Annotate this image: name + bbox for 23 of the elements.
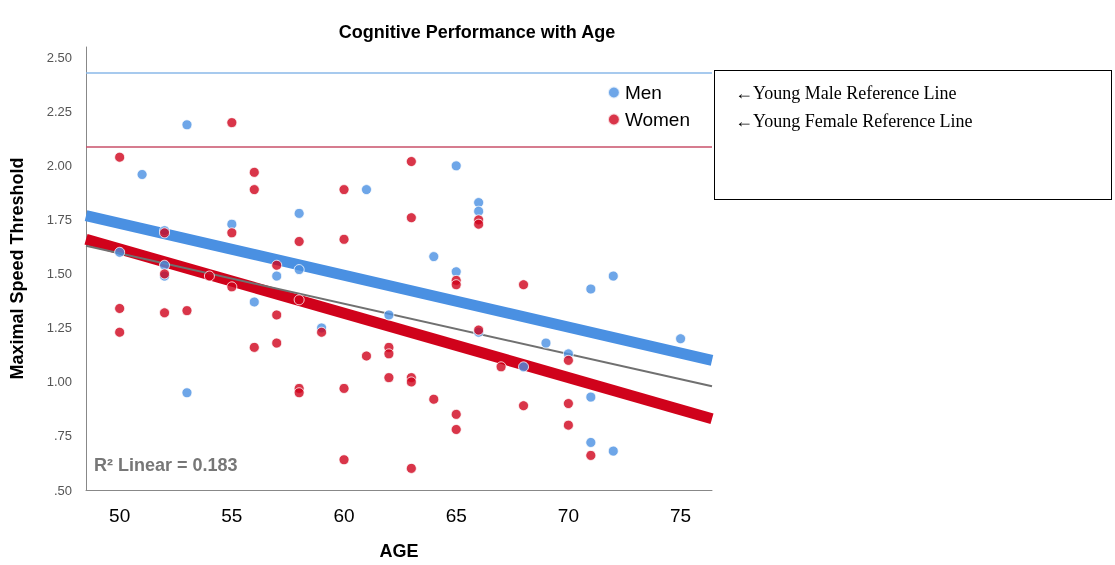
y-tick-label: 1.75 [46,212,72,228]
y-tick-label: 1.00 [46,374,72,390]
x-tick-label: 55 [221,505,243,526]
annotation: R² Linear = 0.183 [94,455,238,476]
y-tick-label: .75 [53,428,72,444]
chart-title: Cognitive Performance with Age [338,22,616,42]
x-tick-label: 70 [557,505,579,526]
legend-label: Women [624,109,691,130]
x-tick-label: 60 [333,505,355,526]
x-tick-label: 65 [445,505,467,526]
x-axis-title: AGE [379,541,419,561]
x-tick-label: 75 [670,505,692,526]
y-tick-label: 2.25 [46,104,72,120]
y-tick-label: 1.50 [46,266,72,282]
y-axis-title: Maximal Speed Threshold [7,157,27,380]
legend-label: Men [624,82,662,103]
y-tick-label: .50 [53,482,72,498]
y-tick-label: 2.50 [46,50,72,66]
ref-line-label: ←Young Male Reference Line [735,82,958,105]
x-tick-label: 50 [109,505,131,526]
y-tick-label: 2.00 [46,158,72,174]
ref-line-label: ←Young Female Reference Line [735,110,974,133]
y-tick-label: 1.25 [46,320,72,336]
